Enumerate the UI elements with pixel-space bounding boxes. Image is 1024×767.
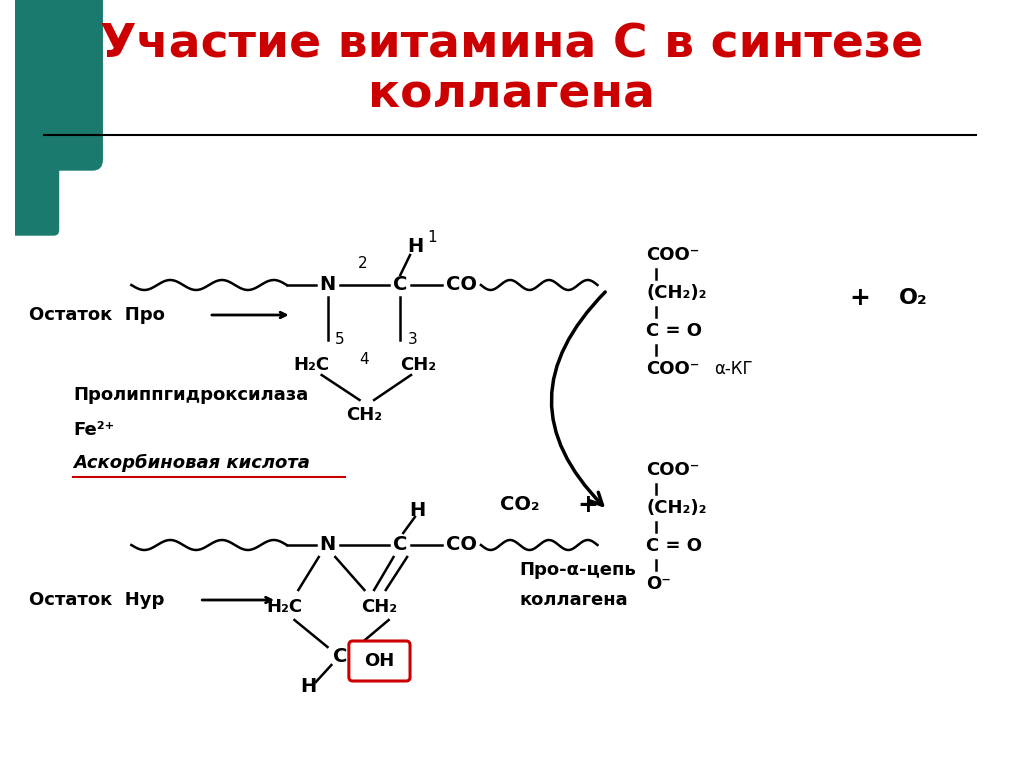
Text: C: C — [393, 535, 408, 555]
Text: C = O: C = O — [646, 322, 702, 340]
Text: 4: 4 — [359, 353, 370, 367]
Text: N: N — [319, 275, 336, 295]
Text: (CH₂)₂: (CH₂)₂ — [646, 284, 707, 302]
Text: CH₂: CH₂ — [346, 406, 382, 424]
Text: коллагена: коллагена — [520, 591, 629, 609]
FancyArrowPatch shape — [552, 292, 605, 505]
Text: CO₂: CO₂ — [501, 495, 540, 515]
Text: CO: CO — [446, 275, 477, 295]
Text: H: H — [410, 501, 426, 519]
Text: H₂C: H₂C — [293, 356, 329, 374]
Text: +: + — [578, 493, 598, 517]
Text: +: + — [849, 286, 870, 310]
Text: Участие витамина С в синтезе: Участие витамина С в синтезе — [100, 22, 924, 67]
Text: α-КГ: α-КГ — [714, 360, 753, 378]
FancyBboxPatch shape — [0, 145, 58, 235]
Text: Пролиппгидроксилаза: Пролиппгидроксилаза — [73, 386, 308, 404]
Text: Fe²⁺: Fe²⁺ — [73, 421, 115, 439]
Text: N: N — [319, 535, 336, 555]
Text: O⁻: O⁻ — [646, 575, 671, 593]
Text: H₂C: H₂C — [266, 598, 303, 616]
Text: Аскорбиновая кислота: Аскорбиновая кислота — [73, 454, 310, 472]
Text: Остаток  Про: Остаток Про — [30, 306, 165, 324]
Text: C = O: C = O — [646, 537, 702, 555]
Text: CH₂: CH₂ — [399, 356, 436, 374]
Text: 5: 5 — [335, 333, 345, 347]
Text: CO: CO — [446, 535, 477, 555]
Text: COO⁻: COO⁻ — [646, 246, 699, 264]
Text: Про-α-цепь: Про-α-цепь — [520, 561, 637, 579]
Text: C: C — [393, 275, 408, 295]
Text: C: C — [333, 647, 347, 667]
Text: H: H — [300, 677, 316, 696]
Text: 1: 1 — [428, 229, 437, 245]
Text: O₂: O₂ — [898, 288, 927, 308]
Text: CH₂: CH₂ — [360, 598, 397, 616]
Text: коллагена: коллагена — [369, 73, 655, 117]
FancyBboxPatch shape — [0, 0, 102, 170]
Text: 3: 3 — [409, 333, 418, 347]
Text: 2: 2 — [357, 255, 368, 271]
Text: Остаток  Нур: Остаток Нур — [30, 591, 165, 609]
Text: (CH₂)₂: (CH₂)₂ — [646, 499, 707, 517]
Text: COO⁻: COO⁻ — [646, 360, 699, 378]
Text: OH: OH — [364, 652, 394, 670]
Text: H: H — [407, 238, 423, 256]
FancyBboxPatch shape — [349, 641, 410, 681]
Text: COO⁻: COO⁻ — [646, 461, 699, 479]
